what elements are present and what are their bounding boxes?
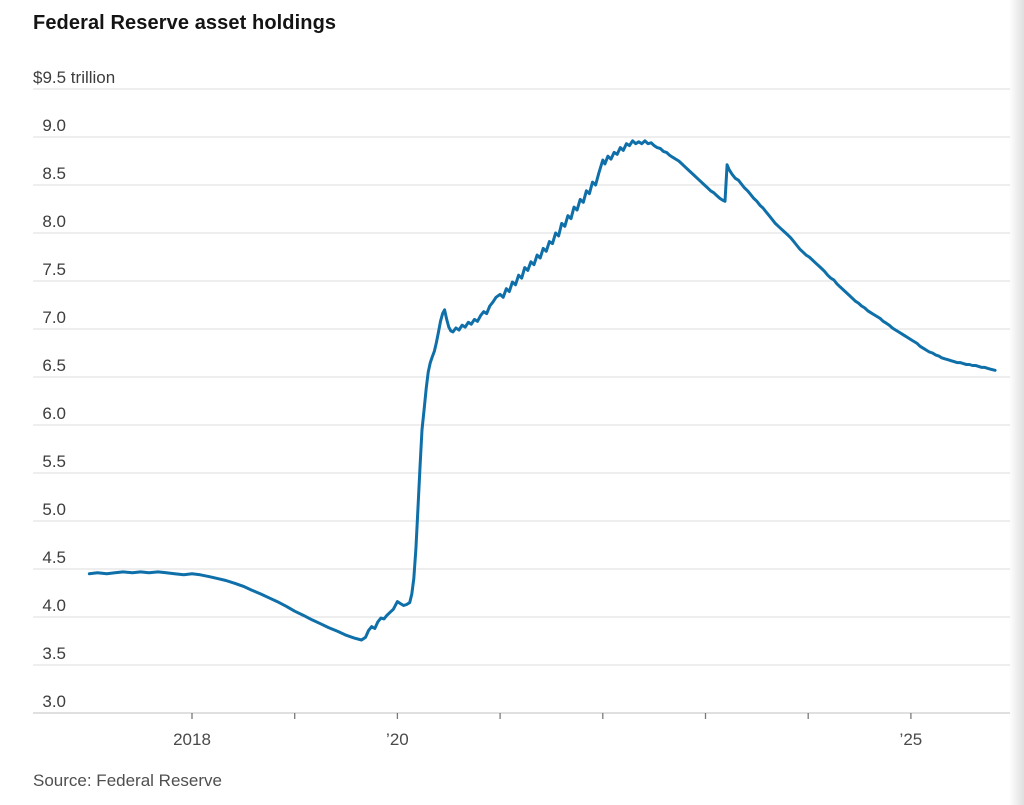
line-chart: $9.5 trillion 9.0 8.5 8.0 7.5 7.0 6.5 6.0 5.5 5.0… bbox=[33, 68, 1010, 749]
y-axis-label: 5.5 bbox=[42, 452, 66, 471]
y-axis-unit-label: $9.5 trillion bbox=[33, 68, 115, 87]
y-axis-label: 7.5 bbox=[42, 260, 66, 279]
x-axis-label: 2018 bbox=[173, 730, 211, 749]
x-axis-label: ’20 bbox=[386, 730, 409, 749]
y-axis-label: 5.0 bbox=[42, 500, 66, 519]
y-axis-label: 3.5 bbox=[42, 644, 66, 663]
x-axis-label: ’25 bbox=[900, 730, 923, 749]
y-axis-label: 7.0 bbox=[42, 308, 66, 327]
source-note: Source: Federal Reserve bbox=[33, 771, 222, 790]
y-axis-label: 4.0 bbox=[42, 596, 66, 615]
y-axis-label: 6.0 bbox=[42, 404, 66, 423]
series-line bbox=[87, 139, 997, 642]
y-axis-label: 6.5 bbox=[42, 356, 66, 375]
chart-title: Federal Reserve asset holdings bbox=[33, 12, 337, 34]
y-axis-label: 4.5 bbox=[42, 548, 66, 567]
y-axis-label: 8.0 bbox=[42, 212, 66, 231]
y-axis-label: 9.0 bbox=[42, 116, 66, 135]
y-axis-label: 8.5 bbox=[42, 164, 66, 183]
y-axis-label: 3.0 bbox=[42, 692, 66, 711]
